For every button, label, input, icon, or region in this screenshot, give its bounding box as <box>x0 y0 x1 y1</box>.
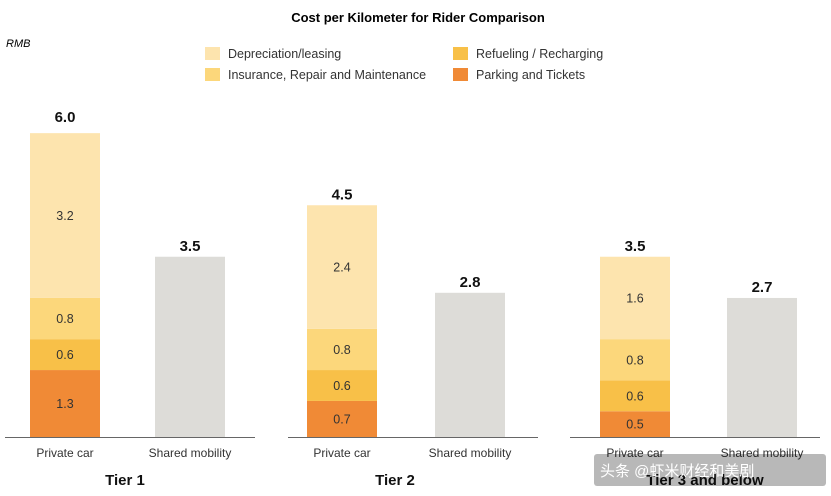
legend: Depreciation/leasing Refueling / Recharg… <box>205 47 603 82</box>
segment-value-label: 3.2 <box>56 209 73 223</box>
segment-value-label: 0.8 <box>333 343 350 357</box>
watermark-text: 头条 @虾米财经和美剧 <box>600 463 754 480</box>
segment-value-label: 0.6 <box>626 389 643 403</box>
bar-segment <box>155 256 225 437</box>
legend-label-refueling: Refueling / Recharging <box>476 47 603 61</box>
bar-total-label: 4.5 <box>332 186 353 203</box>
bar-total-label: 2.7 <box>752 279 773 296</box>
bar-segment <box>600 256 670 340</box>
bar-segment <box>307 205 377 329</box>
segment-value-label: 0.7 <box>333 412 350 426</box>
segment-value-label: 0.8 <box>56 312 73 326</box>
category-label: Private car <box>36 446 93 460</box>
bar-total-label: 3.5 <box>180 238 201 255</box>
bar-segment <box>307 328 377 371</box>
bar-total-label: 6.0 <box>55 109 76 126</box>
bar-segment <box>30 297 100 340</box>
group-label: Tier 1 <box>105 472 145 489</box>
category-label: Private car <box>313 446 370 460</box>
legend-swatch-depreciation <box>205 47 220 60</box>
legend-swatch-refueling <box>453 47 468 60</box>
chart-title: Cost per Kilometer for Rider Comparison <box>291 10 545 25</box>
category-label: Shared mobility <box>429 446 512 460</box>
bar-total-label: 2.8 <box>460 274 481 291</box>
bar-total-label: 3.5 <box>625 238 646 255</box>
bar-segment <box>600 380 670 412</box>
watermark-bg <box>594 454 826 486</box>
group-label: Tier 2 <box>375 472 415 489</box>
bar-segment <box>30 133 100 298</box>
bar-segment <box>307 400 377 437</box>
segment-value-label: 0.5 <box>626 418 643 432</box>
group-label: Tier 3 and below <box>646 472 764 489</box>
category-label: Shared mobility <box>721 446 804 460</box>
category-label: Private car <box>606 446 663 460</box>
bar-segment <box>30 339 100 371</box>
unit-label: RMB <box>6 38 30 50</box>
bar-segment <box>600 339 670 381</box>
legend-swatch-insurance <box>205 68 220 81</box>
legend-label-depreciation: Depreciation/leasing <box>228 47 341 61</box>
legend-swatch-parking <box>453 68 468 81</box>
segment-value-label: 1.6 <box>626 291 643 305</box>
segment-value-label: 2.4 <box>333 261 350 275</box>
category-label: Shared mobility <box>149 446 232 460</box>
segment-value-label: 0.6 <box>56 348 73 362</box>
bar-segment <box>435 292 505 437</box>
bar-segment <box>600 411 670 437</box>
bar-segment <box>30 370 100 437</box>
bars: 1.3 0.6 0.8 3.2 6.0 Private car 3.5 Shared mobi… <box>5 109 820 489</box>
legend-label-insurance: Insurance, Repair and Maintenance <box>228 68 426 82</box>
segment-value-label: 1.3 <box>56 397 73 411</box>
legend-label-parking: Parking and Tickets <box>476 68 585 82</box>
bar-segment <box>307 370 377 401</box>
segment-value-label: 0.8 <box>626 353 643 367</box>
segment-value-label: 0.6 <box>333 379 350 393</box>
bar-segment <box>727 297 797 437</box>
